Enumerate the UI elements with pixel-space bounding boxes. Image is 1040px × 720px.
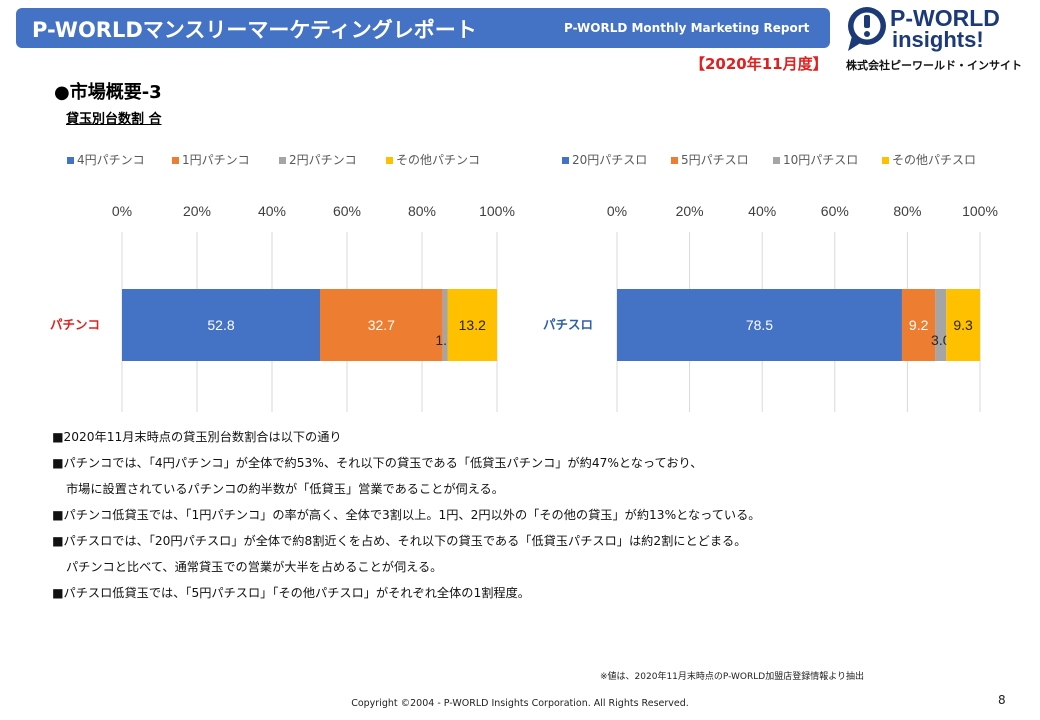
legend-label: その他パチスロ [892, 153, 976, 167]
legend-swatch [67, 157, 74, 164]
copyright: Copyright ©2004 - P-WORLD Insights Corpo… [351, 698, 689, 709]
bar-segment [935, 289, 947, 361]
legend-swatch [882, 157, 889, 164]
source-note: ※値は、2020年11月末時点のP-WORLD加盟店登録情報より抽出 [600, 672, 865, 682]
bar-segment [946, 289, 980, 361]
report-title: P-WORLDマンスリーマーケティングレポート [32, 18, 477, 42]
note-line: 市場に設置されているパチンコの約半数が「低貸玉」営業であることが伺える。 [66, 482, 504, 496]
x-tick-label: 20% [183, 203, 211, 219]
bar-segment [122, 289, 320, 361]
company-logo: P-WORLD insights! [846, 5, 1026, 54]
company-name: 株式会社ピーワールド・インサイト [846, 59, 1022, 72]
category-label: パチンコ [50, 317, 100, 332]
x-tick-label: 60% [821, 203, 849, 219]
legend-label: 5円パチスロ [681, 153, 749, 167]
data-label: 9.3 [953, 317, 973, 333]
x-tick-label: 40% [258, 203, 286, 219]
note-line: ■パチンコ低貸玉では、「1円パチンコ」の率が高く、全体で3割以上。1円、2円以外… [52, 508, 761, 522]
logo-text-line2: insights! [892, 27, 984, 52]
x-tick-label: 100% [962, 203, 998, 219]
page-number: 8 [998, 693, 1006, 707]
chart-1: 20円パチスロ 5円パチスロ 10円パチスロ その他パチスロ 0% 20% 40% 60% 80… [543, 153, 998, 412]
header-bar: P-WORLDマンスリーマーケティングレポート P-WORLD Monthly … [16, 8, 830, 48]
x-tick-label: 0% [607, 203, 627, 219]
x-tick-label: 0% [112, 203, 132, 219]
report-period: 【2020年11月度】 [690, 55, 828, 73]
data-label: 32.7 [368, 317, 395, 333]
note-line: ■パチンコでは、「4円パチンコ」が全体で約53%、それ以下の貸玉である「低貸玉パ… [52, 456, 703, 470]
legend-swatch [386, 157, 393, 164]
legend-label: 4円パチンコ [77, 153, 145, 167]
legend-swatch [279, 157, 286, 164]
legend-label: その他パチンコ [396, 153, 480, 167]
section-title: ●市場概要-3 [54, 82, 162, 103]
commentary: ■2020年11月末時点の貸玉別台数割合は以下の通り ■パチンコでは、「4円パチン… [52, 428, 952, 610]
note-line: ■2020年11月末時点の貸玉別台数割合は以下の通り [52, 430, 342, 444]
x-tick-label: 80% [408, 203, 436, 219]
chart-0: 4円パチンコ 1円パチンコ 2円パチンコ その他パチンコ 0% 20% 40% 60% 80% 1… [50, 153, 515, 412]
note-line: ■パチスロ低貸玉では、「5円パチスロ」「その他パチスロ」がそれぞれ全体の1割程度… [52, 586, 530, 600]
logo-text-line1: P-WORLD [890, 5, 1000, 31]
note-line: パチンコと比べて、通常貸玉での営業が大半を占めることが伺える。 [66, 560, 443, 574]
bar-segment [447, 289, 497, 361]
bar-segment [617, 289, 902, 361]
bar-segment [442, 289, 448, 361]
data-label: 13.2 [459, 317, 486, 333]
note-line: ■パチスロでは、「20円パチスロ」が全体で約8割近くを占め、それ以下の貸玉である… [52, 534, 747, 548]
legend-label: 1円パチンコ [182, 153, 250, 167]
stacked-bar-charts: 4円パチンコ 1円パチンコ 2円パチンコ その他パチンコ 0% 20% 40% 60% 80% 1… [50, 153, 998, 412]
x-tick-label: 80% [893, 203, 921, 219]
exclamation-bubble-icon [848, 7, 886, 51]
legend-swatch [562, 157, 569, 164]
legend-swatch [172, 157, 179, 164]
report-subtitle: P-WORLD Monthly Marketing Report [564, 21, 810, 35]
data-label: 78.5 [746, 317, 773, 333]
legend-swatch [671, 157, 678, 164]
legend-label: 10円パチスロ [783, 153, 858, 167]
data-label: 3.0 [931, 332, 951, 348]
data-label: 9.2 [909, 317, 929, 333]
x-tick-label: 20% [676, 203, 704, 219]
legend-label: 2円パチンコ [289, 153, 357, 167]
category-label: パチスロ [543, 317, 593, 332]
bar-segment [901, 289, 936, 361]
section-subtitle: 貸玉別台数割 合 [66, 112, 162, 127]
legend-label: 20円パチスロ [572, 153, 647, 167]
data-label: 52.8 [207, 317, 234, 333]
x-tick-label: 60% [333, 203, 361, 219]
x-tick-label: 40% [748, 203, 776, 219]
x-tick-label: 100% [479, 203, 515, 219]
legend-swatch [773, 157, 780, 164]
bar-segment [320, 289, 443, 361]
